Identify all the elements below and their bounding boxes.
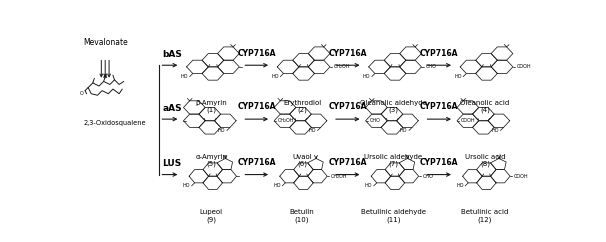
Text: HO: HO: [365, 183, 372, 189]
Text: CHO: CHO: [370, 118, 381, 123]
Text: Oleanolic aldehyde
(3): Oleanolic aldehyde (3): [360, 100, 427, 113]
Text: O: O: [80, 91, 84, 96]
Text: Erythrodiol
(2): Erythrodiol (2): [283, 100, 321, 113]
Text: HO: HO: [273, 183, 281, 189]
Text: Ursolic acid
(8): Ursolic acid (8): [465, 154, 505, 167]
Text: Betulinic acid
(12): Betulinic acid (12): [461, 209, 508, 223]
Text: CHO: CHO: [422, 174, 433, 179]
Text: Betulinic aldehyde
(11): Betulinic aldehyde (11): [361, 209, 426, 223]
Text: CYP716A: CYP716A: [328, 49, 367, 58]
Text: bAS: bAS: [162, 50, 182, 59]
Text: HO: HO: [456, 183, 464, 189]
Text: COOH: COOH: [461, 118, 476, 123]
Text: Lupeol
(9): Lupeol (9): [200, 209, 223, 223]
Text: COOH: COOH: [517, 64, 531, 69]
Text: HO: HO: [271, 74, 279, 79]
Text: HO: HO: [182, 183, 190, 189]
Text: CYP716A: CYP716A: [238, 49, 276, 58]
Text: HO: HO: [400, 128, 407, 133]
Text: CYP716A: CYP716A: [420, 49, 459, 58]
Text: CH₂OH: CH₂OH: [278, 118, 295, 123]
Text: Mevalonate: Mevalonate: [83, 38, 128, 47]
Text: HO: HO: [363, 74, 370, 79]
Text: Uvaol
(6): Uvaol (6): [292, 154, 312, 167]
Text: 2,3-Oxidosqualene: 2,3-Oxidosqualene: [84, 120, 146, 126]
Text: HO: HO: [308, 128, 316, 133]
Text: CYP716A: CYP716A: [420, 158, 459, 167]
Text: CHO: CHO: [425, 64, 436, 69]
Text: aAS: aAS: [162, 104, 182, 113]
Text: β-Amyrin
(1): β-Amyrin (1): [196, 100, 227, 113]
Text: Betulin
(10): Betulin (10): [290, 209, 315, 223]
Text: CYP716A: CYP716A: [420, 102, 459, 111]
Text: CYP716A: CYP716A: [238, 158, 276, 167]
Text: CH₂OH: CH₂OH: [334, 64, 350, 69]
Text: CYP716A: CYP716A: [238, 102, 276, 111]
Text: CH₂OH: CH₂OH: [331, 174, 347, 179]
Text: Oleanolic acid
(4): Oleanolic acid (4): [461, 100, 510, 113]
Text: Ursolic aldehyde
(7): Ursolic aldehyde (7): [364, 154, 422, 167]
Text: LUS: LUS: [162, 159, 182, 168]
Text: COOH: COOH: [514, 174, 528, 179]
Text: CYP716A: CYP716A: [328, 158, 367, 167]
Text: HO: HO: [454, 74, 462, 79]
Text: CYP716A: CYP716A: [328, 102, 367, 111]
Text: α-Amyrin
(5): α-Amyrin (5): [195, 154, 227, 167]
Text: HO: HO: [491, 128, 499, 133]
Text: HO: HO: [181, 74, 188, 79]
Text: HO: HO: [218, 128, 225, 133]
